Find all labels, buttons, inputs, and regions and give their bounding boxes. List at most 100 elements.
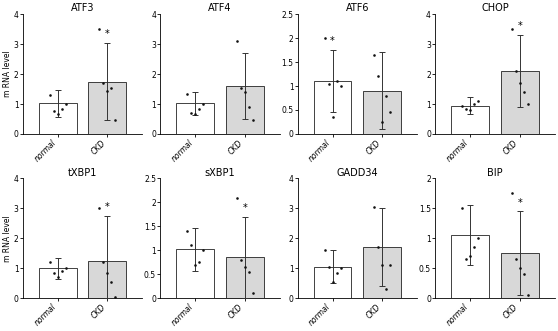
Text: *: * (105, 202, 110, 212)
Point (49, 270, 58, 275)
Point (474, 98, 483, 104)
Point (469, 245, 478, 250)
Point (240, 89, 249, 95)
Text: *: * (517, 198, 522, 208)
Point (111, 118, 120, 123)
Point (458, 103, 466, 108)
Point (99, 80, 108, 86)
Point (320, 35, 329, 41)
Point (195, 260, 204, 265)
Point (320, 248, 329, 253)
Title: tXBP1: tXBP1 (68, 167, 97, 178)
Point (461, 106, 470, 111)
Point (519, 272, 528, 277)
Bar (501, 71, 538, 134)
Title: BIP: BIP (487, 167, 503, 178)
Bar (89, 81, 126, 134)
Point (382, 93, 391, 98)
Point (324, 81, 333, 86)
Bar (314, 81, 352, 134)
Point (465, 107, 474, 113)
Point (191, 112, 200, 117)
Point (511, 257, 520, 262)
Point (378, 262, 387, 268)
Bar (89, 261, 126, 298)
Bar (39, 103, 76, 134)
Point (382, 287, 391, 292)
Point (244, 269, 253, 274)
Point (507, 191, 516, 196)
Bar (39, 268, 76, 298)
Point (45, 92, 54, 98)
Bar (176, 249, 214, 298)
Point (516, 80, 525, 86)
Bar (226, 258, 264, 298)
Bar (176, 103, 214, 134)
Point (469, 101, 478, 107)
Text: *: * (105, 29, 110, 39)
Point (237, 257, 246, 262)
Point (324, 264, 333, 269)
Point (328, 115, 337, 120)
Point (370, 52, 379, 58)
Title: ATF6: ATF6 (346, 3, 369, 13)
Point (374, 245, 383, 250)
Point (523, 293, 532, 298)
Point (458, 206, 466, 211)
Y-axis label: m RNA level: m RNA level (3, 215, 12, 262)
Point (199, 248, 208, 253)
Point (519, 89, 528, 95)
Title: GADD34: GADD34 (336, 167, 378, 178)
Point (53, 112, 62, 117)
Point (57, 268, 66, 274)
Point (61, 265, 70, 271)
Bar (314, 267, 352, 298)
Point (61, 101, 70, 107)
Bar (226, 86, 264, 134)
Point (336, 83, 345, 89)
Point (465, 254, 474, 259)
Point (374, 74, 383, 79)
Point (386, 262, 395, 268)
Point (186, 110, 195, 116)
Point (474, 236, 483, 241)
Point (378, 119, 387, 125)
Title: sXBP1: sXBP1 (205, 167, 235, 178)
Point (461, 257, 470, 262)
Point (248, 291, 257, 296)
Point (57, 106, 66, 111)
Bar (451, 106, 489, 134)
Point (386, 110, 395, 115)
Point (511, 69, 520, 74)
Y-axis label: m RNA level: m RNA level (3, 51, 12, 97)
Point (191, 262, 200, 267)
Title: ATF3: ATF3 (71, 3, 94, 13)
Point (95, 206, 104, 211)
Point (370, 204, 379, 210)
Point (332, 270, 341, 275)
Point (332, 78, 341, 84)
Point (95, 26, 104, 32)
Bar (451, 235, 489, 298)
Text: *: * (330, 36, 335, 46)
Title: ATF4: ATF4 (208, 3, 232, 13)
Point (336, 265, 345, 271)
Point (182, 228, 191, 234)
Point (233, 195, 242, 200)
Text: *: * (243, 203, 247, 213)
Point (99, 260, 108, 265)
Bar (363, 91, 401, 134)
Point (523, 101, 532, 107)
Point (49, 109, 58, 114)
Point (107, 85, 116, 90)
Bar (501, 253, 538, 298)
Point (199, 101, 208, 107)
Point (237, 85, 246, 90)
Bar (363, 247, 401, 298)
Point (103, 270, 112, 275)
Point (45, 260, 54, 265)
Point (186, 243, 195, 248)
Point (233, 38, 242, 44)
Point (240, 264, 249, 270)
Title: CHOP: CHOP (481, 3, 509, 13)
